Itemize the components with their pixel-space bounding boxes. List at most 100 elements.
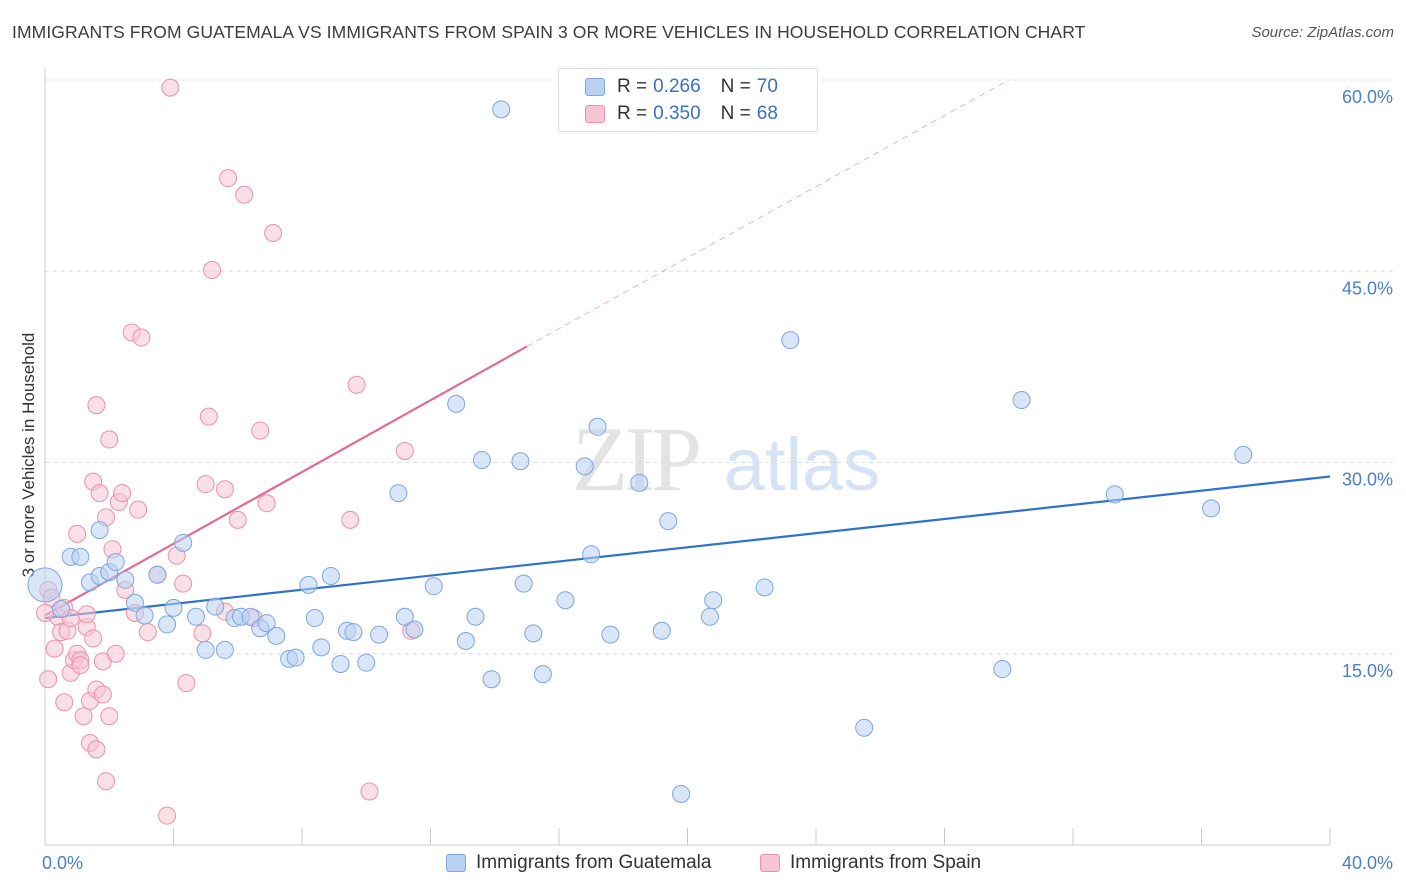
guatemala-point xyxy=(357,653,376,672)
guatemala-point xyxy=(652,621,671,640)
spain-point xyxy=(219,169,238,188)
guatemala-point xyxy=(700,607,719,626)
spain-point xyxy=(264,224,283,242)
guatemala-point xyxy=(514,574,533,593)
x-tick-label-min: 0.0% xyxy=(42,853,83,873)
gridlines xyxy=(45,79,1395,655)
bottom-legend-swatch-blue xyxy=(446,854,466,872)
guatemala-point xyxy=(524,624,543,643)
guatemala-point xyxy=(27,567,63,603)
y-tick-label: 15.0% xyxy=(1342,661,1393,681)
y-axis-title: 3 or more Vehicles in Household xyxy=(19,333,38,578)
x-tick-label-max: 40.0% xyxy=(1342,853,1393,873)
correlation-legend: R = 0.266 N = 70 R = 0.350 N = 68 xyxy=(558,68,818,132)
spain-trend-extension xyxy=(526,79,1009,347)
guatemala-point xyxy=(331,654,350,673)
guatemala-point xyxy=(855,718,874,737)
guatemala-point xyxy=(52,600,71,619)
legend-row-guatemala: R = 0.266 N = 70 xyxy=(585,74,778,100)
spain-point xyxy=(97,772,116,791)
guatemala-point xyxy=(575,457,594,476)
guatemala-point xyxy=(1202,499,1221,518)
watermark: ZIP atlas xyxy=(572,408,880,510)
guatemala-point xyxy=(755,578,774,597)
spain-point xyxy=(45,639,64,658)
spain-point xyxy=(360,782,379,801)
spain-point xyxy=(87,740,106,759)
bottom-legend-swatch-pink xyxy=(760,854,780,872)
spain-point xyxy=(228,510,247,529)
y-axis-labels: 15.0% 30.0% 45.0% 60.0% xyxy=(1342,87,1393,681)
guatemala-point xyxy=(472,450,491,469)
bottom-legend-spain: Immigrants from Spain xyxy=(760,852,981,874)
guatemala-point xyxy=(206,597,225,616)
guatemala-point xyxy=(993,660,1012,679)
spain-point xyxy=(74,707,93,726)
guatemala-point xyxy=(556,591,575,610)
spain-point xyxy=(395,442,414,461)
guatemala-point xyxy=(186,607,205,626)
spain-point xyxy=(347,375,366,394)
guatemala-point xyxy=(116,570,135,589)
guatemala-point xyxy=(424,577,443,596)
spain-point xyxy=(39,670,58,689)
series-guatemala-points xyxy=(27,100,1253,803)
guatemala-point xyxy=(174,533,193,552)
series-spain-points xyxy=(36,78,421,825)
guatemala-point xyxy=(370,625,389,644)
guatemala-point xyxy=(135,606,154,625)
spain-point xyxy=(90,484,109,503)
spain-point xyxy=(36,603,54,622)
bottom-legend-label: Immigrants from Spain xyxy=(790,852,982,873)
guatemala-point xyxy=(312,638,331,657)
guatemala-point xyxy=(582,545,601,564)
guatemala-point xyxy=(1105,485,1124,504)
legend-r-value: 0.350 xyxy=(653,103,701,124)
guatemala-point xyxy=(299,575,318,594)
guatemala-point xyxy=(90,521,109,540)
legend-n-value: 68 xyxy=(756,103,778,124)
guatemala-point xyxy=(704,591,723,610)
guatemala-point xyxy=(395,607,414,626)
legend-n-value: 70 xyxy=(756,76,778,97)
y-tick-label: 30.0% xyxy=(1342,470,1393,490)
spain-point xyxy=(235,185,254,204)
guatemala-point xyxy=(257,614,276,633)
spain-point xyxy=(100,430,119,449)
spain-point xyxy=(251,421,270,440)
spain-point xyxy=(93,685,112,704)
guatemala-point xyxy=(1012,391,1031,410)
legend-n-label: N = xyxy=(720,103,751,124)
legend-r-label: R = xyxy=(617,103,648,124)
spain-point xyxy=(341,510,360,529)
guatemala-point xyxy=(321,566,340,585)
spain-point xyxy=(138,623,157,642)
guatemala-point xyxy=(158,615,177,634)
spain-point xyxy=(257,494,276,513)
watermark-atlas: atlas xyxy=(724,423,880,506)
guatemala-point xyxy=(106,552,125,571)
guatemala-point xyxy=(492,100,511,119)
guatemala-point xyxy=(1234,445,1253,464)
guatemala-point xyxy=(241,607,260,626)
legend-r-value: 0.266 xyxy=(653,76,701,97)
legend-swatch-blue xyxy=(585,78,605,96)
spain-point xyxy=(106,644,125,663)
spain-point xyxy=(196,475,215,494)
guatemala-point xyxy=(267,626,286,645)
guatemala-point xyxy=(533,665,552,684)
spain-point xyxy=(177,674,196,693)
guatemala-point xyxy=(215,640,234,659)
legend-row-spain: R = 0.350 N = 68 xyxy=(585,101,778,127)
chart-title: IMMIGRANTS FROM GUATEMALA VS IMMIGRANTS … xyxy=(12,22,1086,42)
guatemala-point xyxy=(630,473,649,492)
guatemala-point xyxy=(125,593,144,612)
bottom-legend-label: Immigrants from Guatemala xyxy=(476,852,712,873)
legend-r-label: R = xyxy=(617,76,648,97)
legend-n-label: N = xyxy=(720,76,751,97)
spain-point xyxy=(84,629,103,648)
guatemala-point xyxy=(781,331,800,350)
spain-trend-line xyxy=(44,345,528,617)
spain-point xyxy=(71,656,90,675)
